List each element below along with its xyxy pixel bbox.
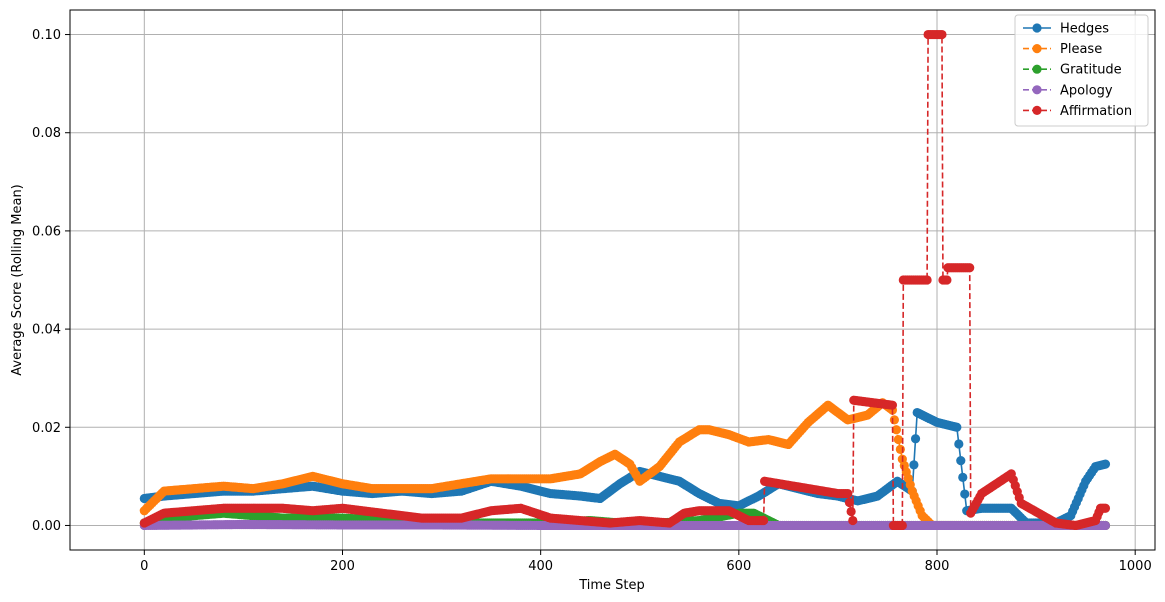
data-point-affirmation (759, 515, 769, 526)
data-point-hedges (1100, 459, 1111, 469)
plot-frame (69, 9, 1156, 551)
legend-label-please: Please (1060, 42, 1102, 57)
y-tick-label: 0.00 (32, 519, 61, 534)
legend-label-apology: Apology (1060, 83, 1113, 98)
data-point-please (895, 444, 905, 454)
legend-label-gratitude: Gratitude (1060, 63, 1122, 78)
x-tick-label: 0 (140, 559, 148, 574)
data-point-hedges (960, 489, 970, 499)
data-point-affirmation (897, 520, 907, 531)
data-point-hedges (956, 456, 966, 466)
x-axis-ticks: 0 200 400 600 800 1000 (140, 550, 1152, 574)
legend-label-affirmation: Affirmation (1060, 104, 1132, 119)
data-point-affirmation (843, 488, 853, 499)
legend-item-affirmation: Affirmation (1023, 104, 1132, 119)
data-point-affirmation (922, 275, 932, 285)
data-point-please (889, 415, 900, 425)
y-tick-label: 0.10 (32, 28, 61, 43)
data-point-affirmation (942, 275, 952, 285)
series-layer (139, 29, 1111, 531)
y-tick-label: 0.08 (32, 126, 61, 141)
data-point-affirmation (937, 29, 947, 40)
data-point-affirmation (965, 263, 975, 273)
legend-marker-gratitude (1032, 64, 1042, 74)
legend-box (1014, 14, 1149, 127)
data-point-affirmation (1100, 503, 1111, 513)
data-point-apology (1100, 520, 1111, 531)
data-point-hedges (958, 472, 968, 482)
legend-label-hedges: Hedges (1060, 22, 1109, 37)
y-axis-label: Average Score (Rolling Mean) (10, 184, 25, 375)
legend-item-gratitude: Gratitude (1023, 63, 1122, 78)
legend-item-please: Please (1023, 42, 1102, 57)
x-axis-label: Time Step (578, 578, 645, 593)
y-tick-label: 0.02 (32, 421, 61, 436)
data-point-affirmation (887, 400, 898, 410)
legend-marker-affirmation (1032, 105, 1042, 115)
data-point-please (893, 434, 903, 445)
x-tick-label: 200 (330, 559, 355, 574)
legend-marker-please (1032, 44, 1042, 54)
legend-marker-hedges (1032, 23, 1042, 33)
data-point-hedges (954, 439, 964, 449)
legend-marker-apology (1032, 85, 1042, 95)
x-tick-label: 600 (726, 559, 751, 574)
legend: Hedges Please Gratitude Apology Affirmation (1014, 14, 1149, 127)
y-tick-label: 0.06 (32, 224, 61, 239)
data-point-hedges (909, 460, 919, 470)
data-point-hedges (952, 422, 962, 432)
data-point-hedges (910, 434, 921, 444)
y-tick-label: 0.04 (32, 323, 61, 338)
data-point-affirmation (844, 497, 855, 508)
legend-item-hedges: Hedges (1023, 22, 1109, 37)
data-point-please (891, 425, 901, 435)
legend-item-apology: Apology (1023, 83, 1113, 98)
data-point-affirmation (848, 515, 858, 526)
x-tick-label: 800 (925, 559, 950, 574)
y-axis-ticks: 0.00 0.02 0.04 0.06 0.08 0.10 (32, 28, 70, 534)
x-tick-label: 1000 (1119, 559, 1152, 574)
x-tick-label: 400 (528, 559, 553, 574)
data-point-affirmation (846, 506, 856, 517)
series-affirmation (139, 29, 1111, 531)
